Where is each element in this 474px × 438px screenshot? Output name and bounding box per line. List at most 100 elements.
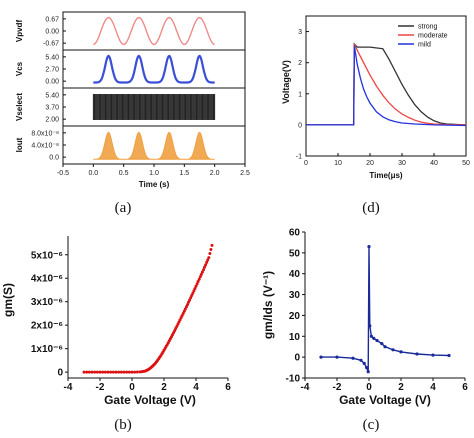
chart-c-y-axis-label: gm/Ids (V⁻¹)	[261, 271, 275, 339]
chart-b-point	[200, 270, 204, 274]
chart-c-point	[372, 336, 376, 340]
chart-b-x-tick-label: 2	[161, 382, 167, 393]
chart-c-x-tick-label: 4	[430, 382, 436, 393]
chart-a-x-axis-label: Time (s)	[139, 180, 170, 189]
chart-d-x-tick-label: 0	[304, 160, 308, 167]
chart-c-point	[366, 370, 370, 374]
chart-c-x-tick-label: -4	[301, 382, 310, 393]
chart-a-row-label: Vpvdf	[15, 20, 24, 43]
chart-c-y-tick-label: 0	[294, 353, 300, 364]
chart-b-point	[117, 370, 121, 374]
chart-b-point	[103, 370, 107, 374]
chart-b-y-tick-label: 0	[57, 368, 63, 379]
chart-a: 0.67 0.00 -0.67 Vpvdf 5.40 2.70 0.00 Vcs 5.40 3.7…	[15, 11, 250, 189]
chart-a-y-tick-label: 8.0x10⁻⁸	[31, 130, 59, 137]
chart-c-point	[380, 342, 384, 346]
chart-b-x-tick-label: 6	[225, 382, 231, 393]
chart-b-point	[196, 280, 200, 283]
chart-a-x-tick-label: 1.5	[179, 170, 189, 177]
chart-a-x-tick-label: 1.0	[149, 170, 159, 177]
caption-d: (d)	[362, 200, 380, 216]
chart-b-x-tick-label: 0	[129, 382, 135, 393]
chart-a-x-tick-label: 0.5	[119, 170, 129, 177]
chart-c-point	[369, 334, 373, 338]
chart-a-x-tick-label: 2.5	[240, 170, 250, 177]
chart-b-x-tick-label: -2	[96, 382, 105, 393]
chart-b-point	[203, 265, 206, 269]
chart-b-point	[98, 370, 102, 374]
chart-a-y-tick-label: 4.0x10⁻⁸	[31, 143, 59, 150]
chart-c-point	[351, 356, 355, 360]
chart-b-point	[194, 284, 198, 288]
chart-a-y-tick-label: 2.70	[45, 67, 59, 74]
chart-d-x-tick-label: 10	[334, 160, 342, 167]
chart-d-x-tick-label: 20	[366, 160, 374, 167]
chart-c-point	[383, 345, 387, 349]
chart-b-point	[119, 370, 123, 374]
chart-a-y-tick-label: 5.40	[45, 54, 59, 61]
chart-b-point	[204, 263, 208, 267]
chart-b-point	[186, 303, 189, 307]
chart-d-x-tick-label: 40	[430, 160, 438, 167]
chart-c-x-axis-label: Gate Voltage (V)	[339, 393, 431, 407]
chart-a-row-label: Vselect	[15, 93, 24, 121]
chart-d-y-tick-label: -1	[296, 154, 302, 161]
chart-a-series-line	[93, 54, 215, 84]
chart-c-x-tick-label: -2	[333, 382, 342, 393]
chart-c-point	[399, 350, 403, 354]
chart-b-point	[195, 282, 199, 286]
chart-c-point	[431, 353, 435, 357]
chart-b-point	[209, 248, 213, 251]
chart-b-y-tick-label: 1x10⁻⁶	[31, 344, 63, 355]
chart-b-point	[208, 252, 212, 255]
chart-d-y-tick-label: 3	[298, 29, 302, 36]
chart-b-y-axis-label: gm(S)	[1, 283, 15, 317]
chart-a-y-tick-label: 0.00	[45, 79, 59, 86]
caption-c: (c)	[363, 417, 380, 433]
chart-c-y-tick-label: 40	[289, 269, 301, 280]
chart-d-frame	[305, 15, 467, 157]
chart-c-point	[375, 338, 379, 343]
caption-a: (a)	[115, 200, 132, 216]
chart-a-y-tick-label: 0.67	[45, 16, 59, 23]
chart-a-y-tick-label: 2.00	[45, 117, 59, 124]
chart-b-point	[188, 298, 192, 302]
chart-c-y-tick-label: 20	[289, 311, 301, 322]
chart-a-series-area	[93, 131, 215, 160]
chart-b-x-tick-label: -4	[64, 382, 73, 393]
chart-b-point	[114, 370, 118, 374]
chart-c-point	[359, 358, 363, 362]
chart-c-y-tick-label: 60	[289, 228, 301, 239]
chart-b-point	[135, 370, 139, 374]
chart-c-x-tick-label: 2	[398, 382, 404, 393]
chart-c-y-tick-label: 50	[289, 248, 301, 259]
chart-b-point	[202, 268, 205, 272]
chart-b-point	[198, 275, 202, 279]
chart-b-point	[207, 256, 211, 260]
chart-d-series-line	[306, 43, 467, 126]
chart-a-y-tick-label: -0.67	[43, 41, 59, 48]
chart-b-point	[199, 273, 203, 276]
chart-d-x-tick-label: 50	[462, 160, 470, 167]
chart-d-legend-label: moderate	[418, 33, 448, 40]
caption-b: (b)	[114, 417, 132, 433]
chart-a-y-tick-label: 0.0	[49, 155, 59, 162]
chart-c-y-tick-label: 10	[289, 332, 301, 343]
chart-d-x-tick-label: 30	[398, 160, 406, 167]
chart-c-x-tick-label: 6	[462, 382, 468, 393]
chart-b: -4 -2 0 2 4 601x10⁻⁶2x10⁻⁶3x10⁻⁶4x10⁻⁶5x10⁻⁶ …	[1, 236, 231, 407]
chart-d-series-line	[306, 45, 467, 127]
chart-b-point	[87, 370, 91, 374]
chart-b-point	[191, 291, 195, 295]
chart-d-legend: strong moderate mild	[398, 24, 448, 49]
chart-c-point	[415, 352, 419, 356]
chart-a-series-line	[93, 16, 215, 46]
chart-c: -4 -2 0 2 4 6 -10 0 10 20 30 40 50 60 gm/Ids (V⁻¹) Ga…	[261, 228, 468, 408]
chart-b-point	[133, 370, 137, 374]
chart-d-y-tick-label: 2	[298, 60, 302, 67]
chart-c-point	[362, 361, 366, 365]
chart-a-y-tick-label: 3.70	[45, 105, 59, 112]
